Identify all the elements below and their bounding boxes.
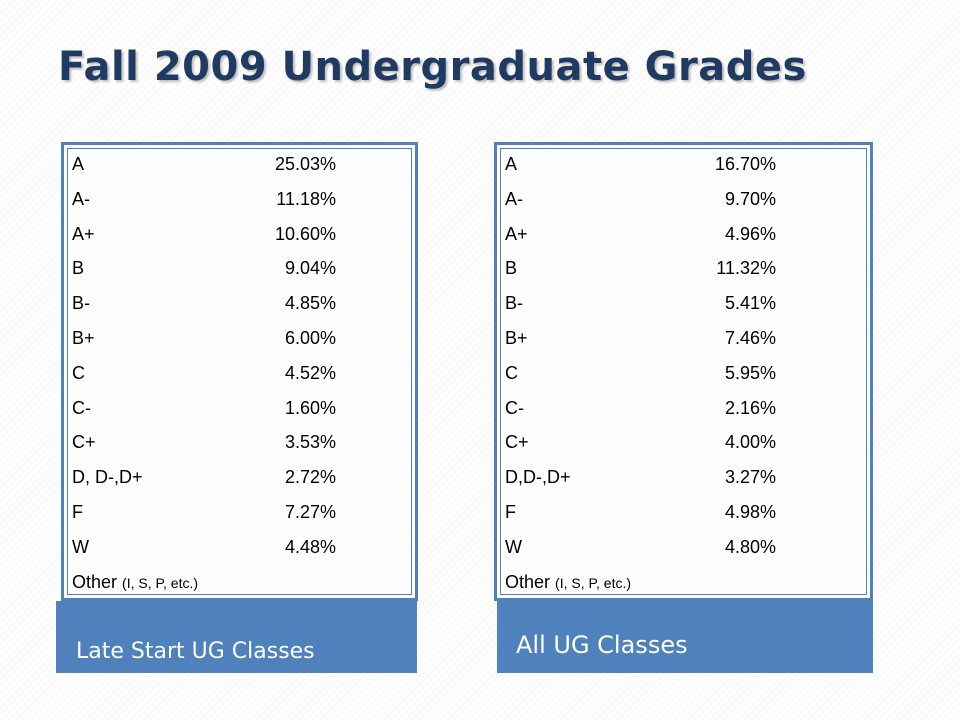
grade-percent: 5.41% [724, 293, 776, 314]
grade-row: A- 9.70% [505, 189, 870, 224]
grade-label: A [505, 154, 518, 174]
late-start-label-box: Late Start UG Classes [56, 601, 417, 673]
grade-percent: 9.70% [724, 188, 776, 209]
grade-label: A- [505, 188, 523, 209]
all-ug-label-box: All UG Classes [497, 601, 873, 673]
grade-row: W 4.48% [72, 537, 415, 572]
grade-row: C+ 4.00% [505, 432, 870, 467]
grade-list: A 16.70% A- 9.70% A+ 4.96% B 11.32% B- 5.41% B+ 7.4… [505, 154, 870, 572]
grade-row: C- 2.16% [505, 398, 870, 433]
grade-row: B+ 6.00% [72, 328, 415, 363]
grade-label: F [72, 501, 83, 522]
grade-label: A+ [72, 223, 95, 244]
grade-label: A [72, 154, 85, 174]
grade-percent: 4.96% [724, 223, 776, 244]
grade-label: B [505, 258, 518, 279]
grade-row: A+ 4.96% [505, 224, 870, 259]
grade-percent: 4.00% [724, 432, 776, 453]
grade-row: A 16.70% [505, 154, 870, 189]
grade-label: W [505, 536, 522, 557]
grade-label: A+ [505, 223, 528, 244]
grade-label: C [72, 362, 85, 383]
grade-label: B+ [505, 327, 528, 348]
grade-label: C+ [72, 432, 96, 453]
grade-label: F [505, 501, 516, 522]
all-ug-grades-panel: A 16.70% A- 9.70% A+ 4.96% B 11.32% B- 5.41% B+ 7.4… [494, 142, 873, 601]
grade-row: B- 5.41% [505, 293, 870, 328]
grade-percent: 4.52% [284, 362, 336, 383]
grade-percent: 7.27% [284, 501, 336, 522]
grade-label: B [72, 258, 85, 279]
late-start-grades-panel: A 25.03% A- 11.18% A+ 10.60% B 9.04% B- 4.85% B+ 6.… [61, 142, 418, 601]
grade-label: D,D-,D+ [505, 467, 571, 488]
grade-row: C 5.95% [505, 363, 870, 398]
grade-percent: 2.16% [724, 397, 776, 418]
grade-label: D, D-,D+ [72, 467, 143, 488]
slide-title: Fall 2009 Undergraduate Grades [58, 44, 807, 90]
grade-label: B+ [72, 327, 95, 348]
grade-percent: 11.32% [716, 258, 776, 279]
grade-row: A+ 10.60% [72, 224, 415, 259]
grade-percent: 7.46% [724, 327, 776, 348]
all-ug-label: All UG Classes [516, 631, 688, 659]
other-grades-row: Other (I, S, P, etc.) [72, 572, 198, 593]
grade-percent: 1.60% [284, 397, 336, 418]
grade-row: C+ 3.53% [72, 432, 415, 467]
grade-row: B 11.32% [505, 258, 870, 293]
grade-label: B- [72, 293, 90, 314]
grade-percent: 11.18% [276, 188, 336, 209]
grade-row: B+ 7.46% [505, 328, 870, 363]
late-start-label: Late Start UG Classes [76, 639, 315, 664]
grade-percent: 3.27% [724, 467, 776, 488]
grade-row: D,D-,D+ 3.27% [505, 467, 870, 502]
grade-percent: 10.60% [274, 223, 336, 244]
grade-label: W [72, 536, 89, 557]
grade-row: D, D-,D+ 2.72% [72, 467, 415, 502]
grade-percent: 6.00% [284, 327, 336, 348]
panel-inner-border [500, 148, 867, 595]
other-label: Other [72, 572, 118, 592]
other-grades-row: Other (I, S, P, etc.) [505, 572, 631, 593]
grade-label: C- [505, 397, 524, 418]
grade-row: B- 4.85% [72, 293, 415, 328]
grade-percent: 5.95% [724, 362, 776, 383]
grade-percent: 4.85% [284, 293, 336, 314]
grade-row: A 25.03% [72, 154, 415, 189]
grade-row: B 9.04% [72, 258, 415, 293]
grade-percent: 4.48% [284, 536, 336, 557]
grade-row: A- 11.18% [72, 189, 415, 224]
grade-row: W 4.80% [505, 537, 870, 572]
grade-label: C [505, 362, 518, 383]
grade-row: C 4.52% [72, 363, 415, 398]
grade-row: F 7.27% [72, 502, 415, 537]
grade-label: C+ [505, 432, 529, 453]
grade-label: B- [505, 293, 523, 314]
grade-row: C- 1.60% [72, 398, 415, 433]
grade-percent: 3.53% [284, 432, 336, 453]
grade-percent: 9.04% [284, 258, 336, 279]
other-note: (I, S, P, etc.) [555, 575, 632, 591]
other-label: Other [505, 572, 551, 592]
grade-percent: 4.98% [724, 501, 776, 522]
grade-percent: 4.80% [724, 536, 776, 557]
grade-list: A 25.03% A- 11.18% A+ 10.60% B 9.04% B- 4.85% B+ 6.… [72, 154, 415, 572]
panel-inner-border [67, 148, 412, 595]
grade-row: F 4.98% [505, 502, 870, 537]
other-note: (I, S, P, etc.) [122, 575, 199, 591]
grade-percent: 2.72% [284, 467, 336, 488]
grade-label: A- [72, 188, 90, 209]
grade-label: C- [72, 397, 91, 418]
grade-percent: 25.03% [274, 154, 336, 174]
grade-percent: 16.70% [714, 154, 776, 174]
